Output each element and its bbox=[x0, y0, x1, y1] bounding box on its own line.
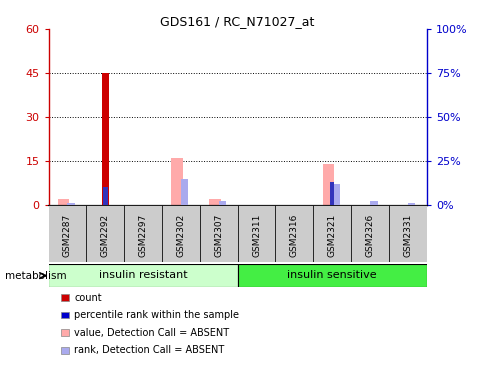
Bar bbox=[58, 199, 69, 205]
Text: GSM2326: GSM2326 bbox=[365, 213, 374, 257]
FancyBboxPatch shape bbox=[237, 205, 275, 262]
FancyBboxPatch shape bbox=[237, 264, 426, 287]
Text: GSM2297: GSM2297 bbox=[138, 213, 147, 257]
Text: count: count bbox=[74, 293, 102, 303]
FancyBboxPatch shape bbox=[162, 205, 199, 262]
FancyBboxPatch shape bbox=[48, 264, 237, 287]
Text: GSM2331: GSM2331 bbox=[403, 213, 411, 257]
Bar bbox=[332, 184, 339, 205]
Text: GSM2316: GSM2316 bbox=[289, 213, 298, 257]
Title: GDS161 / RC_N71027_at: GDS161 / RC_N71027_at bbox=[160, 15, 314, 28]
Bar bbox=[369, 201, 377, 205]
Bar bbox=[329, 182, 334, 205]
Text: GSM2292: GSM2292 bbox=[101, 213, 109, 257]
FancyBboxPatch shape bbox=[124, 205, 162, 262]
Text: metabolism: metabolism bbox=[5, 270, 66, 281]
Bar bbox=[102, 73, 108, 205]
Bar bbox=[209, 199, 220, 205]
Text: GSM2311: GSM2311 bbox=[252, 213, 260, 257]
Bar bbox=[171, 158, 182, 205]
Bar bbox=[218, 201, 226, 205]
FancyBboxPatch shape bbox=[388, 205, 426, 262]
Bar bbox=[407, 203, 415, 205]
Bar bbox=[103, 187, 107, 205]
Text: insulin resistant: insulin resistant bbox=[99, 270, 187, 280]
Text: percentile rank within the sample: percentile rank within the sample bbox=[74, 310, 239, 320]
Text: GSM2287: GSM2287 bbox=[63, 213, 72, 257]
Bar bbox=[322, 164, 333, 205]
Bar bbox=[181, 179, 188, 205]
Text: GSM2307: GSM2307 bbox=[214, 213, 223, 257]
Text: value, Detection Call = ABSENT: value, Detection Call = ABSENT bbox=[74, 328, 229, 338]
FancyBboxPatch shape bbox=[48, 205, 86, 262]
FancyBboxPatch shape bbox=[275, 205, 313, 262]
Text: GSM2321: GSM2321 bbox=[327, 213, 336, 257]
Text: GSM2302: GSM2302 bbox=[176, 213, 185, 257]
FancyBboxPatch shape bbox=[350, 205, 388, 262]
FancyBboxPatch shape bbox=[86, 205, 124, 262]
FancyBboxPatch shape bbox=[199, 205, 237, 262]
FancyBboxPatch shape bbox=[313, 205, 350, 262]
Bar bbox=[67, 203, 75, 205]
Text: rank, Detection Call = ABSENT: rank, Detection Call = ABSENT bbox=[74, 346, 224, 355]
Text: insulin sensitive: insulin sensitive bbox=[287, 270, 376, 280]
